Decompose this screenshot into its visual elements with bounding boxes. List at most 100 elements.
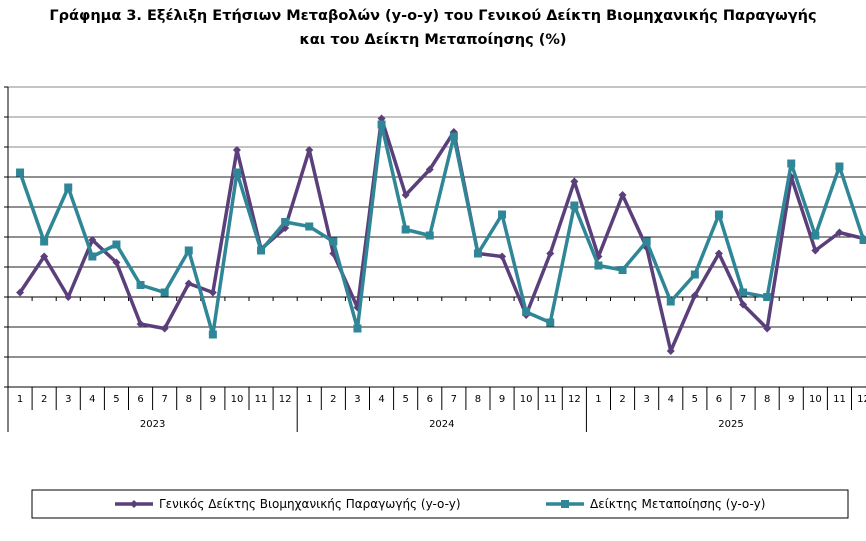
month-tick-label: 4	[668, 394, 674, 405]
data-point-1	[763, 324, 772, 333]
data-point-2	[232, 168, 241, 177]
month-tick-label: 9	[210, 394, 216, 405]
data-point-2	[425, 231, 434, 240]
data-point-2	[184, 246, 193, 255]
data-point-2	[88, 252, 97, 261]
month-tick-label: 5	[402, 394, 408, 405]
month-tick-label: 7	[451, 394, 457, 405]
data-point-1	[160, 324, 169, 333]
month-tick-label: 3	[354, 394, 360, 405]
data-point-2	[136, 281, 145, 289]
month-tick-label: 12	[568, 394, 581, 405]
data-point-2	[787, 159, 796, 168]
data-point-1	[184, 279, 193, 288]
month-tick-label: 2	[619, 394, 625, 405]
data-point-2	[642, 237, 651, 246]
month-tick-label: 6	[716, 394, 722, 405]
year-tick-label: 2025	[718, 419, 743, 430]
data-point-1	[40, 252, 49, 261]
month-tick-label: 1	[17, 394, 23, 405]
series-line-2	[18, 122, 866, 337]
month-tick-label: 7	[161, 394, 167, 405]
month-tick-label: 6	[137, 394, 143, 405]
data-point-2	[859, 236, 866, 244]
legend-marker-2	[561, 500, 569, 508]
data-point-2	[835, 162, 844, 171]
data-point-2	[811, 231, 820, 240]
data-point-1	[401, 191, 410, 199]
month-tick-label: 4	[378, 394, 384, 405]
month-tick-label: 7	[740, 394, 746, 405]
month-tick-label: 3	[643, 394, 649, 405]
data-point-2	[160, 288, 169, 297]
month-tick-label: 3	[65, 394, 71, 405]
data-point-2	[522, 308, 531, 316]
series-line-1	[18, 116, 864, 353]
month-tick-label: 10	[231, 394, 244, 405]
month-tick-label: 11	[544, 394, 557, 405]
data-point-1	[425, 165, 434, 174]
data-point-2	[377, 120, 386, 129]
month-tick-label: 10	[809, 394, 822, 405]
data-point-2	[112, 240, 121, 249]
data-point-2	[714, 210, 723, 219]
data-point-2	[618, 266, 627, 274]
month-tick-label: 1	[306, 394, 312, 405]
data-point-1	[305, 146, 314, 154]
data-point-2	[594, 261, 603, 270]
data-point-1	[64, 293, 73, 301]
data-point-1	[666, 347, 675, 355]
data-point-2	[763, 293, 772, 301]
data-point-2	[449, 132, 458, 141]
data-point-1	[546, 249, 555, 258]
data-point-2	[64, 183, 73, 192]
data-point-1	[208, 288, 217, 297]
legend-label-2: Δείκτης Μεταποίησης (y-o-y)	[590, 497, 765, 511]
data-point-2	[498, 210, 507, 219]
month-tick-label: 6	[427, 394, 433, 405]
chart-title-line1: Γράφημα 3. Εξέλιξη Ετήσιων Μεταβολών (y-…	[49, 8, 817, 24]
data-point-2	[546, 318, 555, 327]
year-tick-label: 2024	[429, 419, 454, 430]
data-point-1	[498, 252, 507, 261]
data-point-1	[136, 320, 145, 328]
year-tick-label: 2023	[140, 419, 165, 430]
data-point-2	[281, 218, 290, 226]
month-tick-label: 10	[520, 394, 533, 405]
data-point-2	[739, 288, 748, 297]
legend-label-1: Γενικός Δείκτης Βιομηχανικής Παραγωγής (…	[159, 497, 461, 511]
legend-marker-1	[130, 500, 138, 508]
month-tick-label: 8	[764, 394, 770, 405]
data-point-2	[401, 225, 410, 234]
data-point-1	[835, 228, 844, 237]
month-tick-label: 11	[833, 394, 846, 405]
data-point-1	[811, 246, 820, 255]
data-point-1	[570, 177, 579, 186]
data-point-1	[618, 191, 627, 199]
month-tick-label: 12	[857, 394, 866, 405]
chart-title-line2: και του Δείκτη Μεταποίησης (%)	[299, 32, 567, 48]
month-tick-label: 9	[788, 394, 794, 405]
data-point-1	[714, 249, 723, 258]
data-point-2	[257, 246, 266, 255]
month-tick-label: 8	[186, 394, 192, 405]
month-tick-label: 11	[255, 394, 268, 405]
data-point-2	[570, 201, 579, 210]
data-point-1	[16, 288, 25, 297]
month-tick-label: 2	[330, 394, 336, 405]
month-tick-label: 8	[475, 394, 481, 405]
data-point-2	[40, 237, 49, 246]
month-tick-label: 2	[41, 394, 47, 405]
data-point-1	[739, 300, 748, 309]
data-point-1	[690, 291, 699, 300]
data-point-2	[305, 222, 314, 231]
month-tick-label: 4	[89, 394, 95, 405]
month-tick-label: 5	[113, 394, 119, 405]
data-point-2	[353, 324, 362, 333]
data-point-1	[232, 146, 241, 154]
month-tick-label: 12	[279, 394, 292, 405]
legend-box	[31, 489, 849, 519]
data-point-2	[690, 270, 699, 279]
month-tick-label: 1	[595, 394, 601, 405]
month-tick-label: 5	[692, 394, 698, 405]
